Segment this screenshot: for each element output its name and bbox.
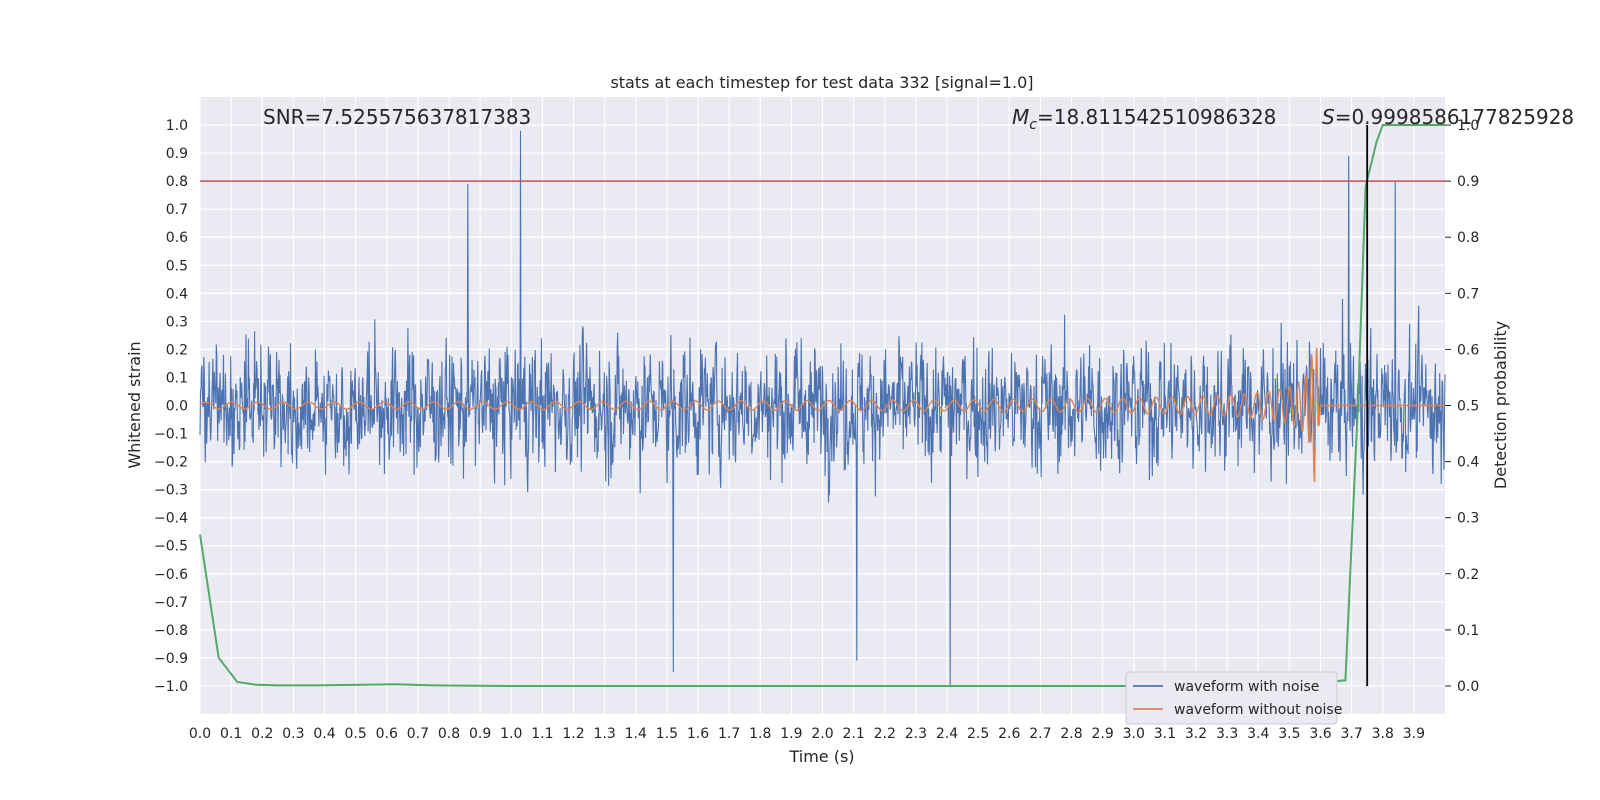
legend-label-clean: waveform without noise — [1174, 702, 1342, 718]
x-tick-label: 2.6 — [998, 726, 1020, 742]
y-tick-label: 0.5 — [166, 258, 188, 274]
x-tick-label: 2.7 — [1029, 726, 1051, 742]
y-tick-label: −1.0 — [154, 679, 188, 695]
x-tick-label: 2.8 — [1060, 726, 1082, 742]
y2-tick-label: 0.6 — [1457, 342, 1479, 358]
y-tick-label: −0.3 — [154, 483, 188, 499]
x-tick-label: 2.3 — [905, 726, 927, 742]
x-tick-label: 0.0 — [189, 726, 211, 742]
y-tick-label: −0.9 — [154, 651, 188, 667]
x-tick-label: 0.4 — [313, 726, 335, 742]
y-tick-label: −0.6 — [154, 567, 188, 583]
chirp-mass-symbol: M — [1012, 105, 1029, 129]
y2-tick-label: 0.4 — [1457, 455, 1479, 471]
y-tick-label: −0.1 — [154, 427, 188, 443]
y-tick-label: 0.7 — [166, 202, 188, 218]
chart-title: stats at each timestep for test data 332… — [610, 73, 1033, 92]
x-tick-label: 2.9 — [1091, 726, 1113, 742]
y2-tick-label: 0.1 — [1457, 623, 1479, 639]
x-tick-label: 2.0 — [811, 726, 833, 742]
y-tick-label: 0.3 — [166, 314, 188, 330]
x-tick-label: 1.0 — [500, 726, 522, 742]
x-tick-label: 3.8 — [1372, 726, 1394, 742]
tick-labels: 0.0 0.1 0.2 0.3 0.4 0.5 0.6 0.7 0.8 0.9 1.0 1.1 1.2 1… — [154, 118, 1479, 742]
x-tick-label: 0.8 — [438, 726, 460, 742]
x-tick-label: 3.5 — [1278, 726, 1300, 742]
y2-tick-label: 0.0 — [1457, 679, 1479, 695]
score-annotation: S=0.9998586177825928 — [1322, 105, 1574, 129]
waveform-without-noise-line — [199, 347, 1445, 483]
x-tick-label: 0.2 — [251, 726, 273, 742]
y2-tick-label: 0.3 — [1457, 511, 1479, 527]
y2-tick-label: 0.9 — [1457, 174, 1479, 190]
x-tick-label: 1.2 — [562, 726, 584, 742]
x-tick-label: 3.4 — [1247, 726, 1269, 742]
x-tick-label: 1.6 — [687, 726, 709, 742]
x-tick-label: 2.5 — [967, 726, 989, 742]
x-tick-label: 2.2 — [874, 726, 896, 742]
x-tick-label: 3.9 — [1403, 726, 1425, 742]
y-tick-label: 0.4 — [166, 286, 188, 302]
detection-probability-line — [199, 124, 1445, 687]
x-tick-label: 3.7 — [1340, 726, 1362, 742]
score-value: =0.9998586177825928 — [1335, 105, 1574, 129]
chirp-mass-annotation: Mc=18.811542510986328 — [1012, 105, 1276, 133]
chirp-mass-value: =18.811542510986328 — [1037, 105, 1276, 129]
y2-tick-label: 0.8 — [1457, 230, 1479, 246]
y-tick-label: −0.5 — [154, 539, 188, 555]
y-tick-label: 0.2 — [166, 342, 188, 358]
snr-annotation: SNR=7.525575637817383 — [263, 105, 531, 129]
x-tick-label: 1.8 — [749, 726, 771, 742]
y-tick-label: −0.7 — [154, 595, 188, 611]
x-tick-label: 1.4 — [625, 726, 647, 742]
x-tick-label: 0.6 — [376, 726, 398, 742]
y2-axis-label: Detection probability — [1491, 321, 1510, 489]
x-tick-label: 2.1 — [842, 726, 864, 742]
legend-label-noise: waveform with noise — [1174, 679, 1319, 695]
y-tick-label: −0.2 — [154, 455, 188, 471]
x-axis-label: Time (s) — [788, 747, 854, 766]
y-tick-label: 1.0 — [166, 118, 188, 134]
x-tick-label: 0.5 — [344, 726, 366, 742]
x-tick-label: 1.7 — [718, 726, 740, 742]
x-tick-label: 1.3 — [593, 726, 615, 742]
legend: waveform with noise waveform without noi… — [1125, 671, 1342, 725]
x-tick-label: 1.5 — [656, 726, 678, 742]
y-tick-label: −0.8 — [154, 623, 188, 639]
y-tick-label: 0.8 — [166, 174, 188, 190]
x-tick-label: 0.9 — [469, 726, 491, 742]
score-symbol: S — [1322, 105, 1335, 129]
x-tick-label: 3.6 — [1309, 726, 1331, 742]
y-axis-label: Whitened strain — [125, 341, 144, 468]
y-tick-label: 0.6 — [166, 230, 188, 246]
chirp-series — [199, 347, 1445, 483]
x-tick-label: 3.0 — [1123, 726, 1145, 742]
x-tick-label: 3.1 — [1154, 726, 1176, 742]
x-tick-label: 3.3 — [1216, 726, 1238, 742]
overlay-layer — [199, 124, 1445, 687]
waveform-with-noise-line — [199, 130, 1446, 687]
x-tick-label: 1.1 — [531, 726, 553, 742]
x-tick-label: 2.4 — [936, 726, 958, 742]
x-tick-label: 3.2 — [1185, 726, 1207, 742]
legend-box — [1125, 671, 1338, 725]
y-tick-label: −0.4 — [154, 511, 188, 527]
y2-tick-label: 0.2 — [1457, 567, 1479, 583]
x-tick-label: 1.9 — [780, 726, 802, 742]
noise-series — [199, 130, 1446, 687]
y2-tick-label: 0.7 — [1457, 286, 1479, 302]
y-tick-label: 0.1 — [166, 370, 188, 386]
x-tick-label: 0.1 — [220, 726, 242, 742]
chirp-mass-subscript: c — [1029, 117, 1037, 133]
x-tick-label: 0.3 — [282, 726, 304, 742]
y2-tick-label: 1.0 — [1457, 118, 1479, 134]
y-tick-label: 0.0 — [166, 399, 188, 415]
y2-tick-label: 0.5 — [1457, 399, 1479, 415]
y-tick-label: 0.9 — [166, 146, 188, 162]
x-tick-label: 0.7 — [407, 726, 429, 742]
